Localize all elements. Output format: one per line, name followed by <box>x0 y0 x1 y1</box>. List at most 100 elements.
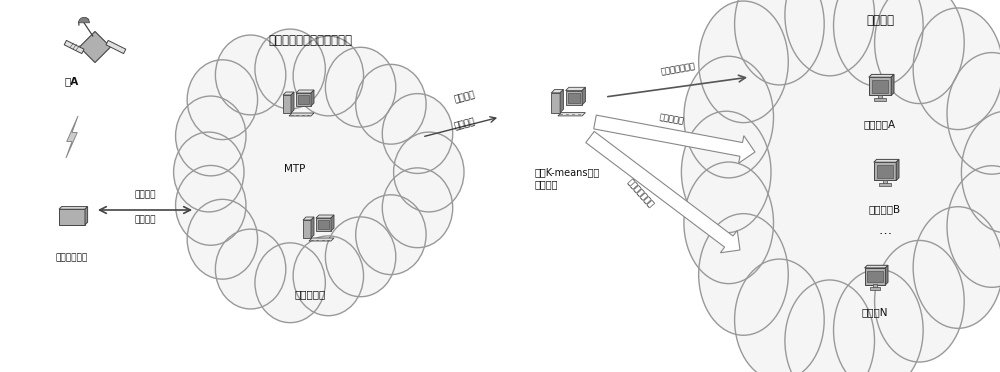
Ellipse shape <box>174 132 244 212</box>
Ellipse shape <box>736 36 974 308</box>
Ellipse shape <box>947 52 1000 174</box>
Polygon shape <box>59 206 88 209</box>
Polygon shape <box>291 92 294 113</box>
Polygon shape <box>558 113 585 116</box>
Text: 星A: 星A <box>65 76 79 86</box>
Ellipse shape <box>293 236 364 316</box>
Ellipse shape <box>255 243 325 323</box>
Text: 所有异常点: 所有异常点 <box>659 113 685 126</box>
Ellipse shape <box>785 280 875 372</box>
Ellipse shape <box>176 96 246 176</box>
Polygon shape <box>594 115 755 163</box>
Polygon shape <box>874 162 896 180</box>
Polygon shape <box>872 80 888 93</box>
Polygon shape <box>867 270 883 282</box>
Polygon shape <box>289 113 314 116</box>
Text: 实时数据库: 实时数据库 <box>294 289 326 299</box>
Polygon shape <box>874 159 899 162</box>
Text: 遥控指令: 遥控指令 <box>453 90 477 104</box>
Polygon shape <box>66 116 78 158</box>
Bar <box>874 98 886 101</box>
Polygon shape <box>566 91 582 105</box>
Wedge shape <box>78 17 90 23</box>
Polygon shape <box>64 41 84 54</box>
Polygon shape <box>79 32 111 62</box>
Ellipse shape <box>735 259 824 372</box>
Bar <box>879 183 891 186</box>
Ellipse shape <box>382 94 453 173</box>
Polygon shape <box>869 74 894 77</box>
Polygon shape <box>298 95 309 104</box>
Polygon shape <box>885 265 888 285</box>
Ellipse shape <box>325 47 396 127</box>
Bar <box>873 285 877 288</box>
Ellipse shape <box>382 168 453 248</box>
Bar <box>883 180 887 184</box>
Polygon shape <box>566 87 585 91</box>
Ellipse shape <box>699 214 788 335</box>
Ellipse shape <box>785 0 875 76</box>
Polygon shape <box>311 90 314 106</box>
Text: MTP: MTP <box>284 164 306 174</box>
Text: 基于K-means模型
判读系统: 基于K-means模型 判读系统 <box>535 167 600 189</box>
Text: 测试人员B: 测试人员B <box>869 204 901 214</box>
Polygon shape <box>865 268 885 285</box>
Polygon shape <box>869 77 891 95</box>
Polygon shape <box>296 93 311 106</box>
Text: 异常点、预警点: 异常点、预警点 <box>625 177 655 209</box>
Text: 异常点、预警点: 异常点、预警点 <box>660 61 696 76</box>
Polygon shape <box>560 90 563 113</box>
Polygon shape <box>303 217 314 220</box>
Polygon shape <box>316 215 334 218</box>
Ellipse shape <box>187 199 258 279</box>
Ellipse shape <box>699 1 788 123</box>
Polygon shape <box>303 220 311 238</box>
Ellipse shape <box>356 64 426 144</box>
Ellipse shape <box>255 29 325 109</box>
Polygon shape <box>877 165 893 177</box>
Ellipse shape <box>913 207 1000 328</box>
Text: 测试人员A: 测试人员A <box>864 119 896 129</box>
Polygon shape <box>85 206 88 225</box>
Polygon shape <box>582 87 585 105</box>
Ellipse shape <box>875 240 964 362</box>
Ellipse shape <box>215 35 286 115</box>
Polygon shape <box>318 220 329 229</box>
Bar <box>878 95 882 99</box>
Ellipse shape <box>394 132 464 212</box>
Ellipse shape <box>947 166 1000 287</box>
Ellipse shape <box>684 56 774 178</box>
Polygon shape <box>551 90 563 93</box>
Polygon shape <box>283 92 294 95</box>
Ellipse shape <box>176 166 246 245</box>
Bar <box>870 288 880 290</box>
Ellipse shape <box>187 60 258 140</box>
Text: 分系统N: 分系统N <box>862 307 888 317</box>
Text: 卫星遥测遥控数据存储系统: 卫星遥测遥控数据存储系统 <box>268 34 352 47</box>
Polygon shape <box>316 218 331 231</box>
Polygon shape <box>865 265 888 268</box>
Ellipse shape <box>684 162 774 283</box>
Polygon shape <box>891 74 894 95</box>
Ellipse shape <box>834 269 923 372</box>
Polygon shape <box>296 90 314 93</box>
Ellipse shape <box>961 111 1000 233</box>
Polygon shape <box>309 238 334 241</box>
Ellipse shape <box>215 229 286 309</box>
Text: …: … <box>878 224 892 237</box>
Text: 遥控指令: 遥控指令 <box>134 190 156 199</box>
Polygon shape <box>896 159 899 180</box>
Ellipse shape <box>913 8 1000 129</box>
Ellipse shape <box>325 217 396 297</box>
Polygon shape <box>586 131 740 253</box>
Ellipse shape <box>681 111 771 233</box>
Text: 遥测数据: 遥测数据 <box>134 215 156 224</box>
Polygon shape <box>551 93 560 113</box>
Text: 遥测数据: 遥测数据 <box>453 117 477 131</box>
Polygon shape <box>311 217 314 238</box>
Polygon shape <box>283 95 291 113</box>
Ellipse shape <box>834 0 923 86</box>
Ellipse shape <box>293 36 364 116</box>
Ellipse shape <box>356 195 426 275</box>
Ellipse shape <box>735 0 824 85</box>
